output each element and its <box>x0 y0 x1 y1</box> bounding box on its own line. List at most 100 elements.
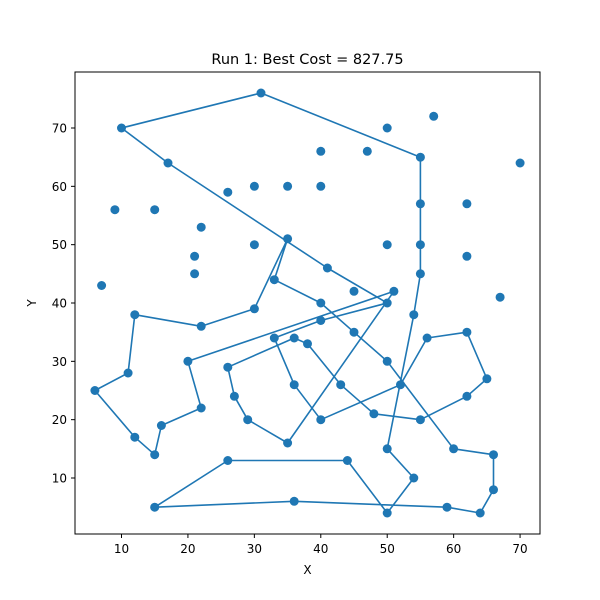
x-tick-label: 60 <box>446 542 461 556</box>
city-marker <box>97 281 107 290</box>
x-tick-label: 70 <box>512 542 527 556</box>
city-marker <box>283 181 293 191</box>
city-marker <box>336 380 346 390</box>
city-marker <box>396 380 405 390</box>
city-marker <box>442 502 452 512</box>
city-marker <box>382 508 392 518</box>
city-marker <box>150 205 160 215</box>
city-marker <box>283 438 293 448</box>
y-axis-label: Y <box>25 299 39 308</box>
city-marker <box>156 421 166 430</box>
y-tick-label: 70 <box>52 122 67 136</box>
city-marker <box>289 333 299 343</box>
city-marker <box>269 275 279 285</box>
city-marker <box>190 269 200 279</box>
city-marker <box>123 368 133 378</box>
city-marker <box>110 205 120 215</box>
x-axis-label: X <box>303 563 311 577</box>
x-tick-label: 10 <box>114 542 129 556</box>
city-marker <box>349 286 359 296</box>
city-marker <box>229 391 239 401</box>
x-tick-label: 20 <box>180 542 195 556</box>
city-marker <box>382 240 392 250</box>
city-marker <box>322 263 332 273</box>
city-points <box>90 88 525 518</box>
city-marker <box>256 88 266 98</box>
city-marker <box>243 415 253 425</box>
y-tick-label: 10 <box>52 472 67 486</box>
city-marker <box>289 380 299 390</box>
city-marker <box>462 327 472 337</box>
chart-title: Run 1: Best Cost = 827.75 <box>211 52 403 68</box>
tour-lines <box>94 92 495 514</box>
city-marker <box>415 240 425 250</box>
city-marker <box>150 502 160 512</box>
y-tick-label: 20 <box>52 413 67 427</box>
city-marker <box>409 310 419 320</box>
city-marker <box>382 123 392 133</box>
city-marker <box>316 298 326 308</box>
y-tick-label: 30 <box>52 355 67 369</box>
city-marker <box>382 444 392 454</box>
city-marker <box>269 333 279 343</box>
city-marker <box>362 146 372 156</box>
plot-frame <box>74 71 541 535</box>
city-marker <box>249 240 259 250</box>
city-marker <box>349 327 359 337</box>
city-marker <box>449 444 459 454</box>
city-marker <box>382 298 392 308</box>
city-marker <box>183 356 193 366</box>
city-marker <box>316 415 326 425</box>
city-marker <box>489 485 498 495</box>
city-marker <box>515 158 525 168</box>
city-marker <box>316 181 326 191</box>
x-tick-label: 50 <box>380 542 395 556</box>
city-marker <box>475 508 485 518</box>
city-marker <box>289 496 299 506</box>
city-marker <box>303 339 312 349</box>
city-marker <box>223 187 233 197</box>
city-marker <box>316 316 326 325</box>
axis-ticks: 10 20 30 40 50 60 70 10 20 30 40 50 60 70 <box>52 122 528 557</box>
city-marker <box>249 304 259 314</box>
city-marker <box>196 222 206 232</box>
city-marker <box>196 321 206 331</box>
city-marker <box>249 181 259 191</box>
x-tick-label: 30 <box>247 542 262 556</box>
x-tick-label: 40 <box>313 542 328 556</box>
tour-path <box>94 92 495 514</box>
city-marker <box>462 391 472 401</box>
city-marker <box>495 292 505 302</box>
city-marker <box>130 432 140 442</box>
city-marker <box>415 415 425 425</box>
city-marker <box>117 123 126 133</box>
city-marker <box>190 251 200 261</box>
city-marker <box>489 450 498 460</box>
city-marker <box>389 286 399 296</box>
city-marker <box>163 158 173 168</box>
city-marker <box>482 374 492 384</box>
city-marker <box>422 333 432 343</box>
city-marker <box>90 386 100 395</box>
city-marker <box>150 450 160 460</box>
city-marker <box>196 403 206 413</box>
city-marker <box>462 199 472 209</box>
city-marker <box>369 409 379 419</box>
city-marker <box>429 111 439 121</box>
city-marker <box>316 146 326 156</box>
y-tick-label: 50 <box>52 238 67 252</box>
y-tick-label: 40 <box>52 297 67 311</box>
city-marker <box>223 362 233 372</box>
city-marker <box>342 456 352 465</box>
city-marker <box>409 473 419 483</box>
city-marker <box>462 251 472 261</box>
city-marker <box>415 269 425 279</box>
city-marker <box>223 456 233 465</box>
city-marker <box>382 356 392 366</box>
city-marker <box>415 199 425 209</box>
city-marker <box>283 234 293 244</box>
city-marker <box>415 152 425 162</box>
y-tick-label: 60 <box>52 180 67 194</box>
city-marker <box>130 310 140 320</box>
